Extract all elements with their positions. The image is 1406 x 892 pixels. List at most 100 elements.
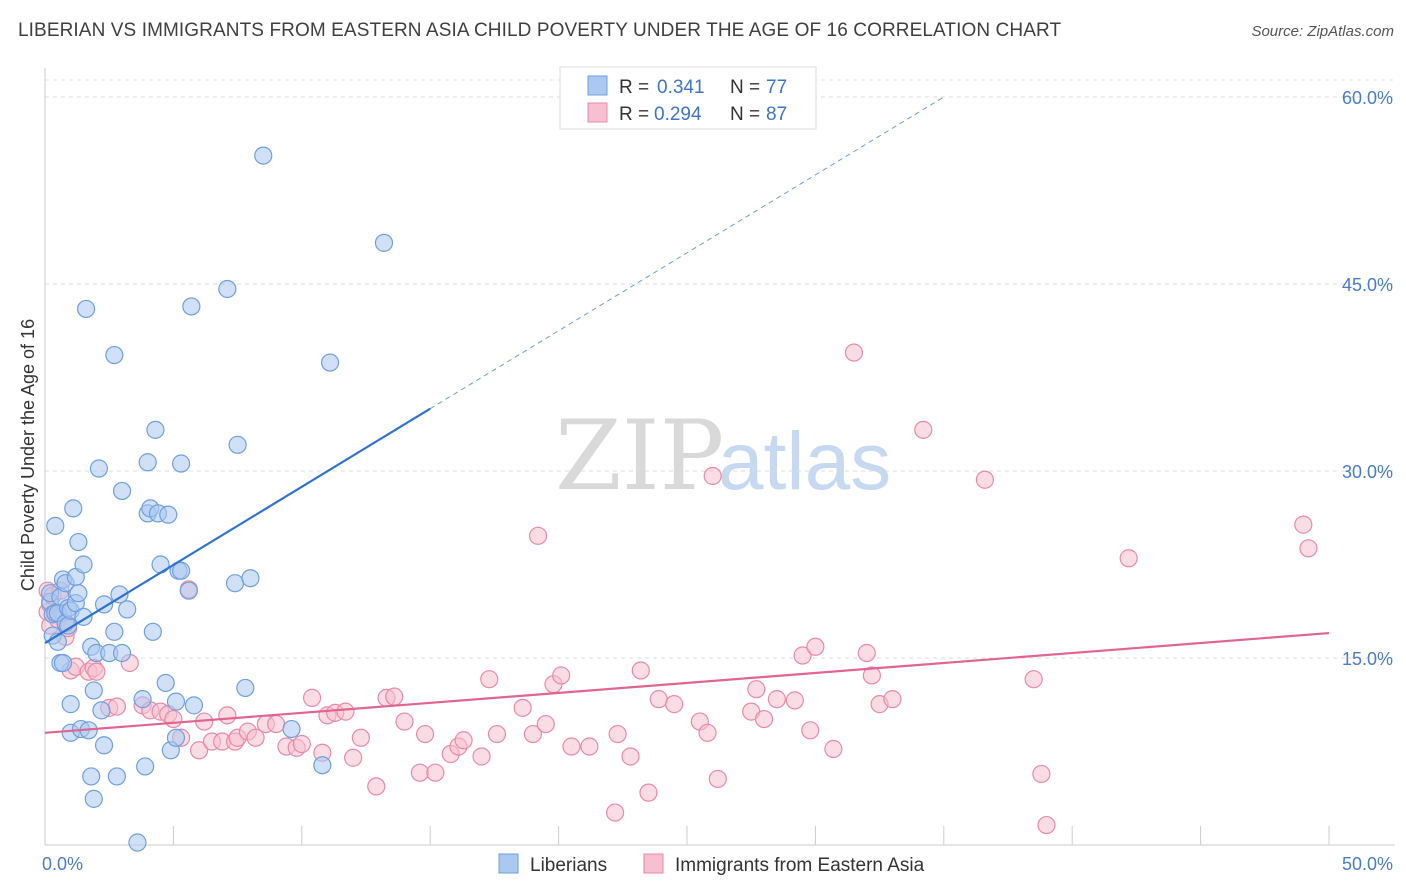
eastern-asia-point [552, 666, 571, 685]
eastern-asia-point [351, 728, 370, 747]
eastern-asia-point [528, 526, 548, 545]
liberian-point [218, 279, 237, 299]
eastern-asia-point [267, 714, 286, 734]
liberian-point [236, 678, 255, 698]
liberian-point [105, 622, 124, 641]
liberian-point [89, 459, 109, 478]
eastern-asia-point [883, 690, 902, 709]
trend-lines [44, 96, 1330, 734]
eastern-asia-point [914, 420, 933, 439]
axes [44, 68, 1395, 846]
eastern-asia-point [862, 666, 881, 685]
bottom-legend-swatch-pink [643, 853, 664, 874]
liberian-point [128, 833, 147, 852]
eastern-asia-trend-line [44, 631, 1330, 734]
eastern-asia-point [806, 637, 825, 656]
eastern-asia-point [487, 724, 507, 744]
watermark-zip: ZIP [555, 400, 724, 512]
eastern-asia-point [1037, 815, 1056, 835]
eastern-asia-point [367, 777, 386, 796]
legend-r-value-2: 0.294 [654, 104, 702, 125]
y-axis-label: Child Poverty Under the Age of 16 [18, 319, 38, 591]
liberian-point [112, 643, 132, 663]
eastern-asia-point [1299, 539, 1318, 558]
eastern-asia-point [708, 769, 727, 789]
eastern-asia-point [415, 724, 435, 744]
eastern-asia-point [107, 697, 127, 716]
eastern-asia-point [385, 687, 404, 706]
eastern-asia-point [87, 662, 106, 681]
bottom-legend-swatch-blue [498, 853, 519, 874]
eastern-asia-point [336, 702, 355, 721]
eastern-asia-point [480, 670, 499, 689]
eastern-asia-point [844, 343, 864, 362]
eastern-asia-point [164, 709, 183, 729]
eastern-asia-point [523, 724, 543, 744]
liberian-point [53, 653, 73, 673]
liberian-point [313, 756, 332, 775]
liberian-point [172, 454, 191, 473]
liberian-point [184, 696, 204, 715]
source-label: Source: ZipAtlas.com [1251, 23, 1394, 40]
eastern-asia-point [703, 466, 722, 486]
bottom-legend: Liberians Immigrants from Eastern Asia [498, 853, 925, 876]
y-tick-label: 30.0% [1342, 462, 1393, 482]
liberian-point [64, 499, 83, 518]
legend-n-label-1: N = [730, 77, 760, 98]
liberian-point [61, 695, 80, 714]
liberian-point [84, 681, 103, 700]
y-tick-label: 45.0% [1342, 275, 1393, 295]
eastern-asia-point [801, 721, 820, 740]
eastern-asia-point [857, 643, 876, 663]
liberian-point [105, 345, 124, 365]
legend-box: R = 0.341 N = 77 R = 0.294 N = 87 [559, 66, 817, 130]
eastern-asia-point [1119, 549, 1138, 568]
chart-title: LIBERIAN VS IMMIGRANTS FROM EASTERN ASIA… [18, 20, 1062, 41]
legend-swatch-pink [587, 102, 608, 123]
eastern-asia-point [410, 763, 430, 782]
eastern-asia-point [218, 706, 237, 725]
eastern-asia-point [426, 763, 445, 782]
legend-n-value-1: 77 [766, 77, 787, 98]
liberian-point [156, 673, 175, 693]
liberian-point [179, 581, 198, 600]
eastern-asia-point [454, 731, 473, 750]
liberian-point [228, 435, 247, 454]
eastern-asia-point [1294, 515, 1313, 534]
liberian-point [320, 353, 340, 372]
bottom-legend-eastern-asia: Immigrants from Eastern Asia [675, 855, 925, 876]
eastern-asia-point [189, 741, 209, 760]
eastern-asia-point [292, 734, 311, 754]
liberian-point [136, 757, 155, 776]
legend-r-value-1: 0.341 [657, 77, 705, 98]
bottom-legend-liberians: Liberians [530, 855, 607, 876]
liberian-point [107, 767, 127, 786]
x-tick-labels: 0.0% 50.0% [42, 854, 1393, 874]
y-tick-labels: 15.0% 30.0% 45.0% 60.0% [1342, 88, 1393, 669]
eastern-asia-point [605, 803, 625, 822]
liberian-point [182, 297, 201, 316]
eastern-asia-point [513, 698, 532, 717]
eastern-asia-point [344, 748, 363, 767]
eastern-asia-point [246, 728, 265, 747]
legend-r-label-2: R = [619, 104, 649, 125]
eastern-asia-point [302, 688, 322, 707]
liberian-point [138, 453, 157, 472]
eastern-asia-point [536, 714, 555, 734]
liberian-point [254, 146, 273, 165]
eastern-asia-point [395, 712, 414, 731]
x-tick-label: 50.0% [1342, 854, 1393, 874]
liberian-trend-extension [429, 96, 945, 410]
x-tick-label: 0.0% [42, 854, 83, 874]
liberian-point [241, 569, 260, 588]
eastern-asia-point [649, 690, 668, 709]
eastern-asia-point [631, 661, 650, 680]
liberian-point [166, 728, 186, 747]
liberian-point [282, 719, 301, 739]
liberian-trend-line [44, 407, 431, 644]
liberian-point [159, 505, 178, 524]
liberian-point [74, 555, 93, 574]
liberian-point [84, 789, 103, 808]
legend-n-value-2: 87 [766, 104, 787, 125]
